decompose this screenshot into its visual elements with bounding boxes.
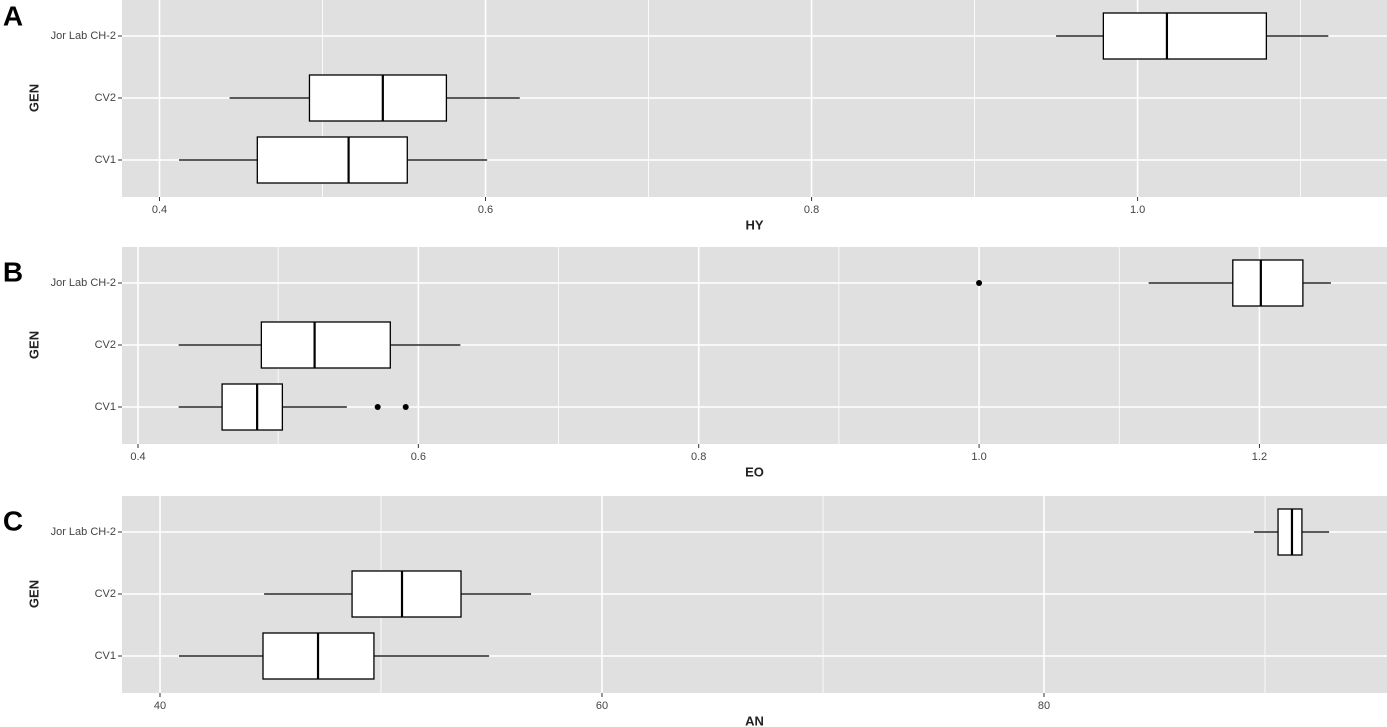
x-tick-label: 1.0 (1130, 204, 1145, 216)
x-axis-label: AN (745, 713, 764, 727)
y-tick-label: CV2 (95, 339, 116, 351)
x-tick-label: 0.8 (804, 204, 819, 216)
x-tick-label: 80 (1038, 700, 1050, 712)
x-tick-label: 1.2 (1252, 451, 1267, 463)
box (308, 74, 448, 122)
box (1232, 259, 1304, 307)
y-tick-label: Jor Lab CH-2 (51, 277, 116, 289)
x-axis-label: HY (745, 217, 763, 232)
y-tick-label: CV2 (95, 92, 116, 104)
x-tick-label: 0.8 (691, 451, 706, 463)
box (1102, 12, 1268, 60)
box (260, 321, 391, 369)
panel-label: C (3, 505, 23, 536)
y-axis-label: GEN (26, 580, 41, 608)
panel-label: A (3, 0, 23, 31)
y-tick-label: Jor Lab CH-2 (51, 526, 116, 538)
x-tick-label: 0.6 (411, 451, 426, 463)
x-tick-label: 60 (596, 700, 608, 712)
x-axis-label: EO (745, 464, 764, 479)
y-tick-label: CV1 (95, 650, 116, 662)
y-tick-label: Jor Lab CH-2 (51, 30, 116, 42)
x-tick-label: 40 (154, 700, 166, 712)
x-tick-label: 0.6 (478, 204, 493, 216)
box (351, 570, 462, 618)
box (256, 136, 408, 184)
y-tick-label: CV1 (95, 154, 116, 166)
y-tick-label: CV1 (95, 401, 116, 413)
outlier (402, 404, 409, 410)
y-tick-label: CV2 (95, 588, 116, 600)
x-tick-label: 0.4 (152, 204, 167, 216)
panel-label: B (3, 256, 23, 287)
box (221, 383, 284, 431)
y-axis-label: GEN (26, 84, 41, 112)
x-tick-label: 0.4 (130, 451, 145, 463)
outlier (976, 280, 983, 286)
outlier (374, 404, 381, 410)
box (1277, 508, 1303, 556)
y-axis-label: GEN (26, 331, 41, 359)
x-tick-label: 1.0 (971, 451, 986, 463)
